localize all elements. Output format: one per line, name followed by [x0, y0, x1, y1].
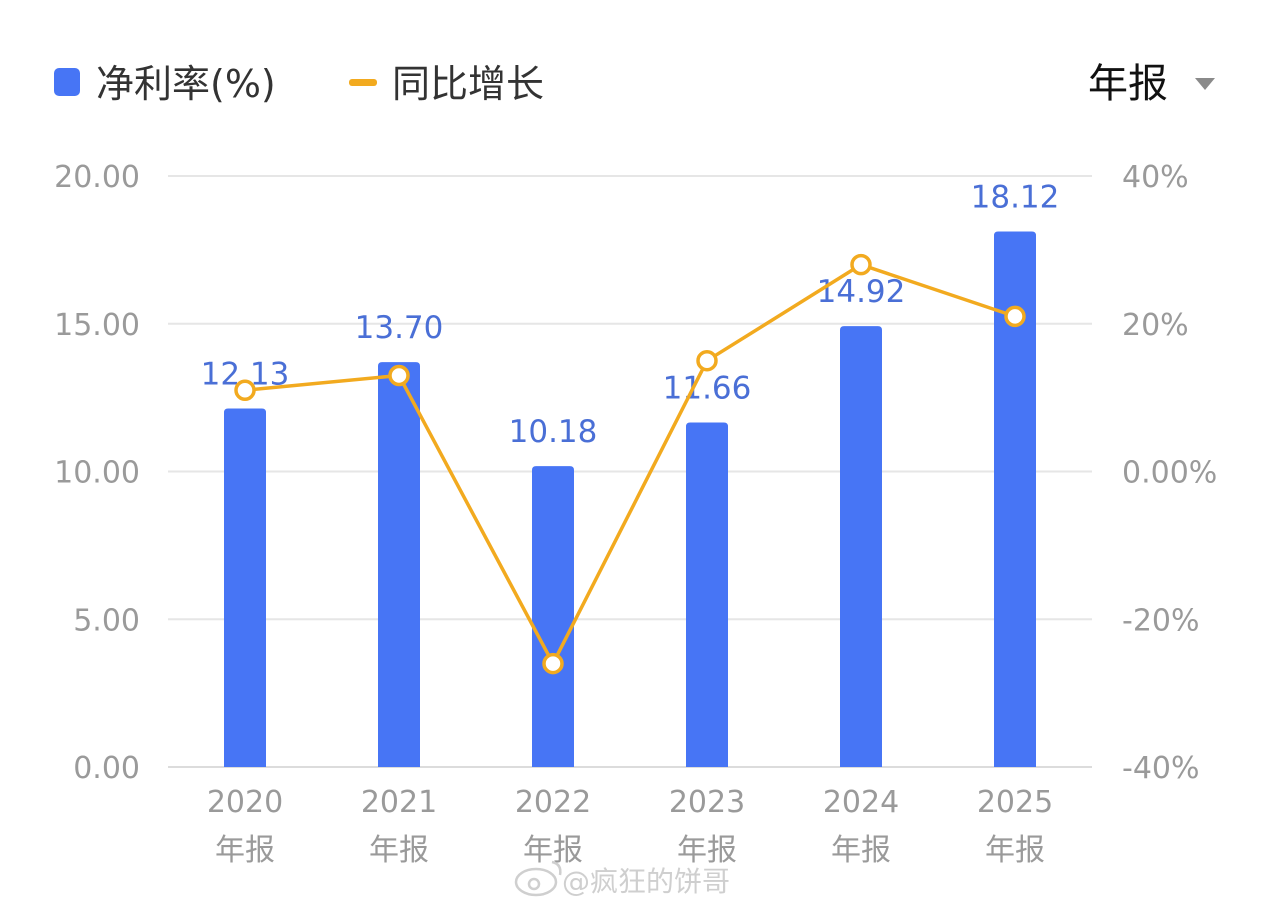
bar-2022 — [532, 466, 574, 767]
x-tick-year: 2021 — [361, 785, 437, 820]
x-tick-year: 2020 — [207, 785, 283, 820]
bar-2023 — [686, 422, 728, 767]
left-tick-label: 0.00 — [73, 751, 140, 786]
bar-data-label: 13.70 — [355, 310, 444, 346]
legend-line-swatch — [349, 79, 377, 86]
right-tick-label: -20% — [1122, 603, 1200, 638]
x-tick-year: 2025 — [977, 785, 1053, 820]
line-point-2024 — [850, 253, 872, 276]
bar-2024 — [840, 326, 882, 767]
x-tick-period: 年报 — [215, 833, 275, 868]
bar-2021 — [378, 362, 420, 767]
x-tick-period: 年报 — [831, 833, 891, 868]
line-series — [234, 253, 1026, 675]
watermark: @疯狂的饼哥 — [514, 860, 730, 898]
bar-data-label: 11.66 — [663, 370, 752, 406]
bar-data-label: 14.92 — [817, 274, 906, 310]
x-tick-period: 年报 — [677, 833, 737, 868]
legend-bar-swatch — [54, 68, 80, 96]
x-tick-year: 2024 — [823, 785, 899, 820]
right-tick-label: 40% — [1122, 160, 1189, 195]
period-dropdown-label[interactable]: 年报 — [1088, 61, 1168, 107]
line-point-2023 — [696, 349, 718, 372]
line-point-2021 — [388, 364, 410, 387]
x-tick-year: 2022 — [515, 785, 591, 820]
right-tick-label: 0.00% — [1122, 456, 1217, 491]
legend-bar-label: 净利率(%) — [96, 62, 276, 106]
legend-line-label: 同比增长 — [392, 62, 544, 106]
bar-series — [224, 231, 1036, 767]
x-tick-period: 年报 — [985, 833, 1045, 868]
weibo-logo-icon — [514, 860, 562, 897]
left-tick-label: 5.00 — [73, 603, 140, 638]
bar-2020 — [224, 408, 266, 767]
right-axis-ticks: -40% -20% 0.00% 20% 40% — [1122, 160, 1217, 786]
watermark-text: @疯狂的饼哥 — [562, 865, 730, 898]
x-tick-period: 年报 — [369, 833, 429, 868]
bar-data-label: 18.12 — [971, 180, 1060, 216]
left-tick-label: 10.00 — [54, 456, 140, 491]
grid-lines — [168, 175, 1092, 768]
left-axis-ticks: 0.00 5.00 10.00 15.00 20.00 — [54, 160, 140, 786]
x-tick-year: 2023 — [669, 785, 745, 820]
right-tick-label: -40% — [1122, 751, 1200, 786]
line-point-2020 — [234, 379, 256, 401]
line-point-2025 — [1004, 305, 1026, 328]
legend: 净利率(%) 同比增长 — [54, 62, 544, 106]
caret-down-icon[interactable] — [1195, 78, 1215, 90]
growth-line — [244, 262, 1016, 666]
line-point-2022 — [542, 652, 564, 675]
bar-data-label: 10.18 — [509, 414, 598, 450]
left-tick-label: 20.00 — [54, 160, 140, 195]
right-tick-label: 20% — [1122, 308, 1189, 343]
left-tick-label: 15.00 — [54, 308, 140, 343]
bar-2025 — [994, 231, 1036, 767]
period-dropdown[interactable]: 年报 — [1088, 61, 1215, 107]
